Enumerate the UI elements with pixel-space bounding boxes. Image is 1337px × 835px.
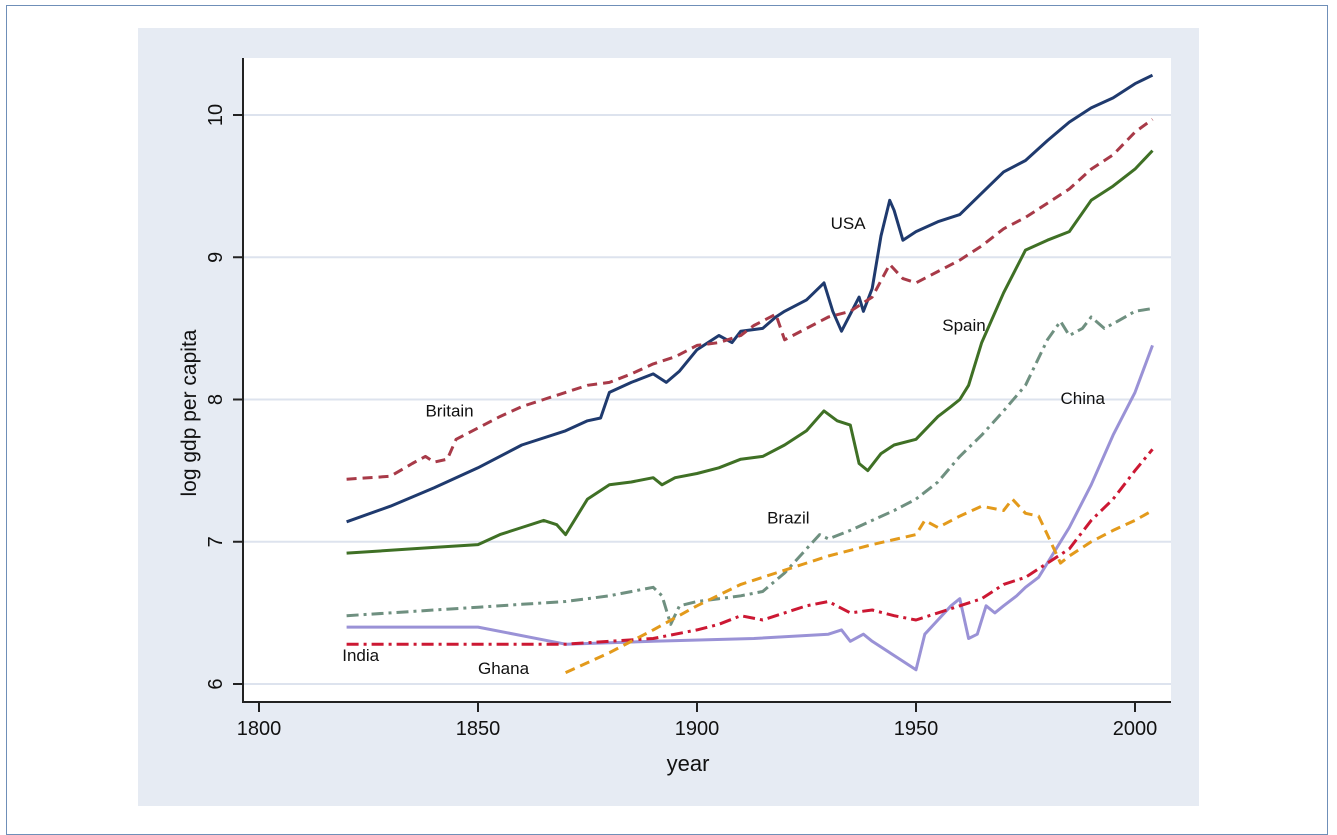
- x-tick-label-1950: 1950: [894, 718, 939, 740]
- x-tick-label-1800: 1800: [237, 718, 282, 740]
- series-labels: USA Britain Spain China Brazil India Ghana: [342, 214, 1105, 678]
- x-tick-label-2000: 2000: [1113, 718, 1158, 740]
- y-tick-label-10: 10: [205, 104, 227, 126]
- axes: 1800 1850 1900 1950 2000 6 7 8 9 10: [205, 58, 1171, 740]
- series-line-spain: [346, 149, 1154, 555]
- series-line-usa: [346, 73, 1154, 524]
- x-tick-label-1900: 1900: [675, 718, 720, 740]
- grid-lines: [243, 114, 1171, 685]
- series-line-china: [346, 344, 1154, 672]
- series-label-britain: Britain: [425, 402, 473, 421]
- x-tick-label-1850: 1850: [456, 718, 501, 740]
- y-axis-title: log gdp per capita: [178, 329, 201, 496]
- y-tick-label-9: 9: [205, 252, 227, 263]
- series-label-spain: Spain: [942, 316, 985, 335]
- series-line-india: [346, 448, 1154, 646]
- series-line-ghana: [564, 497, 1154, 674]
- series-line-britain: [346, 118, 1154, 481]
- series-label-usa: USA: [831, 214, 867, 233]
- y-tick-label-6: 6: [205, 678, 227, 689]
- y-tick-label-8: 8: [205, 394, 227, 405]
- series-label-india: India: [342, 646, 379, 665]
- series-label-china: China: [1061, 389, 1106, 408]
- series-lines: [346, 73, 1154, 674]
- series-label-brazil: Brazil: [767, 508, 810, 527]
- series-label-ghana: Ghana: [478, 659, 530, 678]
- y-tick-label-7: 7: [205, 536, 227, 547]
- x-axis-title: year: [667, 751, 710, 776]
